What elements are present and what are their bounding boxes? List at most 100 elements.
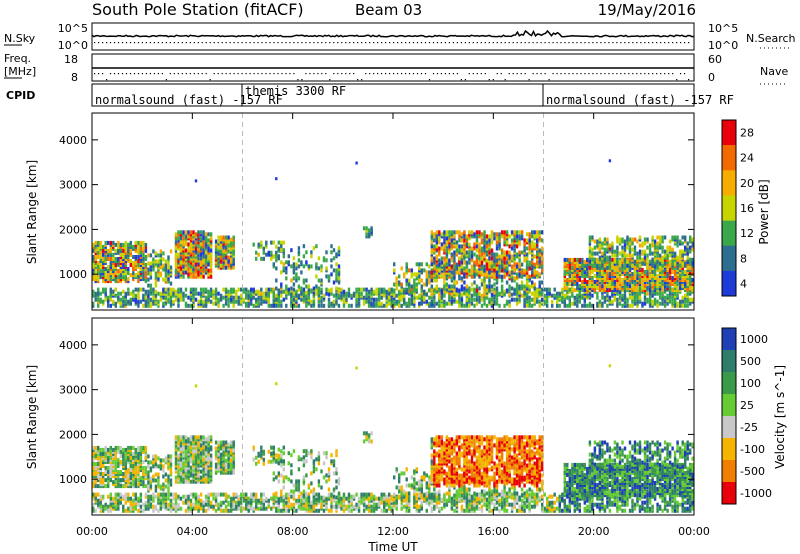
echo-cell: [500, 278, 504, 283]
echo-cell: [470, 274, 474, 279]
echo-cell: [495, 278, 499, 283]
echo-cell: [503, 268, 506, 273]
echo-cell: [455, 230, 459, 235]
echo-cell: [643, 291, 647, 296]
echo-cell: [576, 303, 579, 308]
echo-cell: [598, 259, 602, 264]
echo-cell: [679, 274, 682, 278]
echo-cell: [465, 242, 469, 247]
echo-cell: [94, 297, 97, 302]
velocity-heatmap: [92, 318, 694, 515]
echo-cell: [606, 255, 609, 260]
echo-cell: [438, 288, 441, 293]
echo-cell: [515, 287, 519, 292]
echo-cell: [147, 253, 150, 258]
echo-cell: [510, 286, 514, 291]
echo-cell: [204, 254, 208, 259]
echo-cell: [172, 299, 175, 304]
echo-cell: [257, 506, 260, 511]
nsearch-dot: [381, 42, 383, 44]
echo-cell: [169, 265, 173, 270]
echo-cell: [104, 289, 107, 294]
echo-cell: [285, 270, 288, 275]
colorbar-tick-label: 28: [740, 127, 754, 140]
station-title: South Pole Station (fitACF): [92, 0, 304, 19]
echo-cell: [162, 303, 165, 308]
echo-cell: [169, 492, 173, 497]
echo-cell: [305, 508, 308, 513]
echo-cell: [428, 301, 431, 306]
echo-cell: [480, 282, 484, 287]
nave-dot: [197, 73, 199, 75]
echo-cell: [418, 301, 421, 306]
echo-cell: [227, 494, 230, 499]
echo-cell: [515, 289, 519, 294]
echo-cell: [270, 289, 273, 294]
echo-cell: [681, 249, 684, 254]
echo-cell: [300, 502, 303, 507]
noise-tick-left-bottom: 10^0: [58, 39, 88, 52]
echo-cell: [503, 292, 506, 297]
echo-cell: [192, 289, 195, 294]
echo-cell: [119, 492, 122, 497]
nsearch-dot: [161, 42, 163, 44]
echo-cell: [556, 295, 559, 300]
echo-cell: [641, 284, 644, 289]
echo-cell: [277, 504, 280, 509]
echo-cell: [460, 246, 464, 251]
echo-cell: [455, 299, 459, 304]
nsearch-dot: [420, 42, 423, 44]
echo-cell: [646, 291, 649, 296]
echo-cell: [340, 287, 343, 292]
nsearch-dot: [393, 42, 395, 44]
echo-cell: [663, 249, 667, 254]
echo-cell: [92, 269, 95, 274]
echo-cell: [169, 299, 173, 304]
nsearch-dot: [125, 42, 128, 44]
echo-cell: [292, 291, 296, 296]
echo-cell: [187, 242, 190, 247]
echo-cell: [455, 244, 459, 249]
echo-cell: [295, 303, 298, 308]
nave-dot: [129, 73, 132, 75]
echo-cell: [528, 299, 531, 304]
echo-cell: [240, 299, 243, 304]
echo-cell: [302, 244, 306, 249]
echo-cell: [458, 234, 461, 239]
echo-cell: [480, 234, 484, 239]
echo-cell: [556, 291, 559, 296]
echo-cell: [468, 234, 471, 239]
echo-cell: [658, 301, 662, 306]
echo-cell: [490, 248, 494, 253]
echo-cell: [460, 234, 464, 239]
echo-cell: [104, 275, 107, 280]
echo-cell: [132, 244, 135, 249]
echo-cell: [119, 255, 122, 259]
nave-dot: [365, 73, 367, 75]
noise-trace: [91, 29, 695, 44]
echo-cell: [129, 240, 132, 245]
echo-cell: [621, 253, 624, 258]
echo-cell: [490, 238, 494, 243]
echo-cell: [400, 303, 403, 308]
echo-cell: [668, 291, 672, 296]
echo-cell: [132, 508, 135, 513]
echo-cell: [124, 244, 127, 249]
echo-cell: [410, 272, 413, 277]
echo-cell: [275, 244, 278, 249]
echo-cell: [227, 235, 230, 240]
echo-cell: [355, 293, 358, 298]
echo-cell: [689, 245, 692, 250]
echo-cell: [222, 249, 225, 254]
echo-cell: [202, 260, 205, 265]
echo-cell: [668, 263, 672, 268]
echo-cell: [97, 271, 100, 276]
nsearch-dot: [129, 42, 132, 44]
echo-cell: [500, 284, 504, 289]
echo-cell: [112, 255, 115, 259]
echo-cell: [122, 242, 125, 247]
echo-cell: [523, 256, 526, 261]
echo-cell: [508, 287, 511, 292]
echo-cell: [563, 257, 566, 262]
echo-cell: [658, 243, 662, 248]
